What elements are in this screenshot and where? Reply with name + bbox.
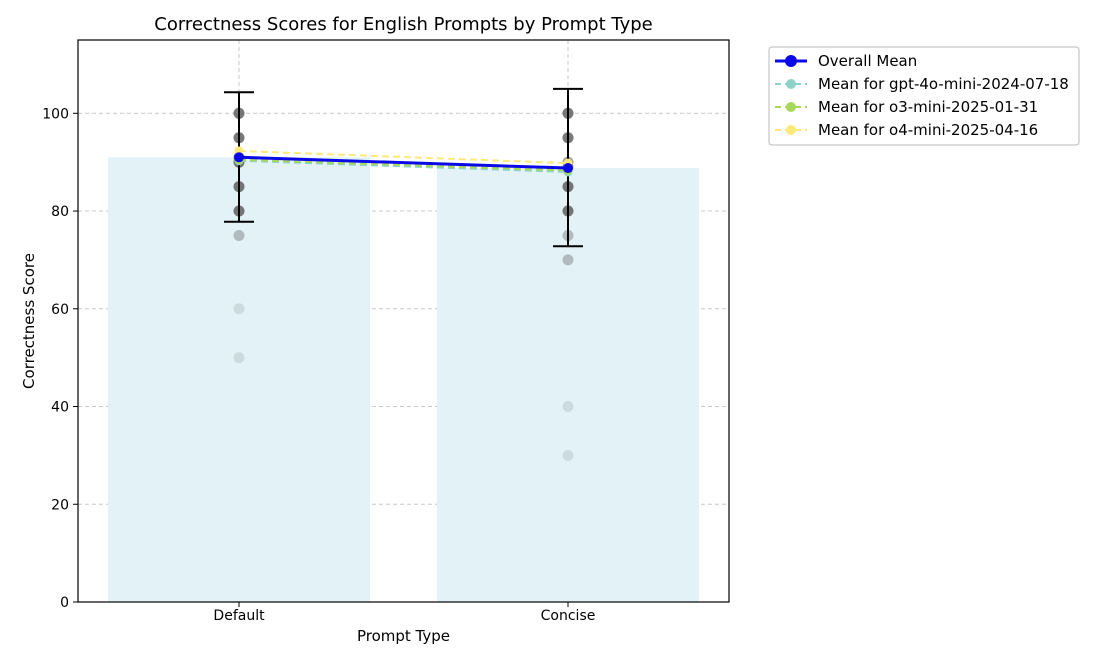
y-tick-label: 20 <box>51 497 69 513</box>
legend-label: Mean for gpt-4o-mini-2024-07-18 <box>818 75 1069 93</box>
x-tick-label: Concise <box>541 608 596 624</box>
legend: Overall Mean Mean for gpt-4o-mini-2024-07… <box>768 46 1080 146</box>
score-point <box>562 449 574 461</box>
x-tick-label: Default <box>213 608 265 624</box>
y-tick-label: 0 <box>60 595 69 611</box>
y-tick-label: 80 <box>51 204 69 220</box>
y-axis-label: Correctness Score <box>20 253 38 389</box>
y-tick-label: 60 <box>51 302 69 318</box>
y-tick-label: 40 <box>51 400 69 416</box>
chart-title: Correctness Scores for English Prompts b… <box>154 14 652 35</box>
plot-frame <box>77 39 730 603</box>
score-point <box>233 303 245 315</box>
y-axis: 0 20 40 60 80 100 <box>42 106 78 611</box>
legend-label: Mean for o3-mini-2025-01-31 <box>818 98 1038 116</box>
legend-marker <box>786 125 796 135</box>
score-point <box>233 229 245 241</box>
legend-label: Mean for o4-mini-2025-04-16 <box>818 121 1038 139</box>
bars <box>108 157 699 602</box>
legend-marker <box>786 102 796 112</box>
series-lines <box>234 146 573 177</box>
score-point <box>233 352 245 364</box>
x-axis: Default Concise <box>213 602 595 624</box>
legend-marker <box>785 55 797 67</box>
legend-label: Overall Mean <box>818 52 917 70</box>
score-point <box>562 401 574 413</box>
bar-default <box>108 157 370 602</box>
y-tick-label: 100 <box>42 106 69 122</box>
series-marker-overall-mean <box>563 163 573 174</box>
legend-box <box>768 46 1080 146</box>
series-marker-overall-mean <box>234 152 244 163</box>
series-line-overall-mean <box>238 155 569 170</box>
x-axis-label: Prompt Type <box>357 627 450 645</box>
score-point <box>562 254 574 266</box>
legend-marker <box>786 79 796 89</box>
